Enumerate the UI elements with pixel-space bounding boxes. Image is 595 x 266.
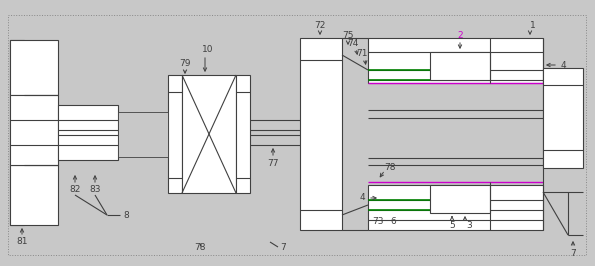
Bar <box>182 75 236 193</box>
Text: 8: 8 <box>123 210 129 219</box>
Text: 7: 7 <box>570 248 576 257</box>
Bar <box>10 40 58 95</box>
Text: 82: 82 <box>69 185 81 194</box>
Bar <box>543 68 583 168</box>
Text: 78: 78 <box>194 243 206 252</box>
Bar <box>10 40 24 225</box>
Text: 4: 4 <box>359 193 365 202</box>
Text: 10: 10 <box>202 45 214 55</box>
Bar <box>430 52 490 80</box>
Text: 74: 74 <box>347 39 359 48</box>
Text: 6: 6 <box>390 218 396 227</box>
Text: 81: 81 <box>16 238 28 247</box>
Bar <box>430 185 490 213</box>
Bar <box>118 112 168 157</box>
Text: 72: 72 <box>314 20 325 30</box>
Bar <box>58 105 118 160</box>
Bar <box>300 38 342 230</box>
Bar <box>236 75 250 193</box>
Text: 3: 3 <box>466 222 472 231</box>
Text: 75: 75 <box>342 31 354 39</box>
Text: 79: 79 <box>179 59 191 68</box>
Bar <box>368 118 543 163</box>
Text: 83: 83 <box>89 185 101 194</box>
Bar <box>168 75 182 193</box>
Text: 73: 73 <box>372 218 384 227</box>
Text: 71: 71 <box>356 49 368 59</box>
Text: 2: 2 <box>457 31 463 40</box>
Bar <box>368 38 543 83</box>
Text: 4: 4 <box>560 60 566 69</box>
Bar <box>368 185 543 230</box>
Text: 78: 78 <box>384 163 396 172</box>
Bar <box>10 95 58 165</box>
Text: 77: 77 <box>267 159 278 168</box>
Text: 7: 7 <box>280 243 286 252</box>
Text: 5: 5 <box>449 221 455 230</box>
Bar <box>10 165 58 225</box>
Text: 1: 1 <box>530 22 536 31</box>
